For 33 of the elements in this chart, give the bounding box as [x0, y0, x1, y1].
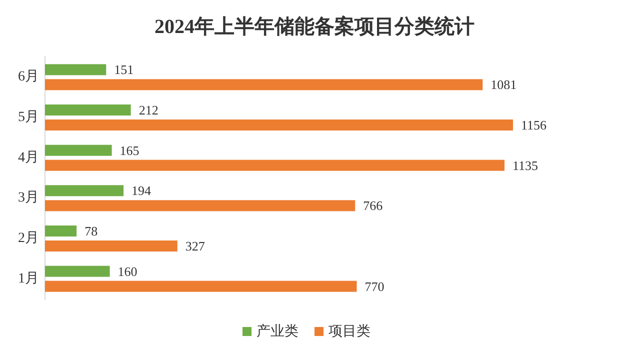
- legend-label: 项目类: [328, 324, 370, 340]
- y-tick-label: 5月: [18, 110, 39, 126]
- data-label: 151: [114, 62, 134, 78]
- y-tick-label: 6月: [18, 70, 39, 85]
- data-label: 160: [118, 264, 138, 279]
- bar: [45, 225, 77, 236]
- bar: [45, 120, 513, 131]
- data-label: 78: [84, 223, 98, 238]
- bar: [45, 64, 106, 76]
- bar: [45, 280, 357, 292]
- chart-title: 2024年上半年储能备案项目分类统计: [154, 15, 474, 38]
- y-tick-label: 4月: [18, 150, 39, 166]
- bar: [45, 104, 131, 116]
- data-label: 212: [138, 102, 158, 118]
- data-label: 194: [132, 183, 152, 198]
- bar: [45, 144, 112, 156]
- y-tick-label: 2月: [18, 230, 39, 246]
- data-label: 770: [364, 278, 384, 294]
- bar: [45, 160, 504, 171]
- bar: [45, 79, 483, 90]
- data-label: 1081: [490, 77, 517, 92]
- data-label: 1156: [521, 118, 548, 133]
- bar: [45, 266, 110, 277]
- data-label: 766: [363, 198, 384, 214]
- data-label: 1135: [512, 158, 538, 173]
- data-label: 327: [185, 238, 206, 254]
- bar: [45, 185, 124, 196]
- data-label: 165: [120, 142, 140, 158]
- y-tick-label: 3月: [18, 190, 39, 206]
- bar: [45, 240, 178, 252]
- bar: [45, 200, 356, 212]
- legend-label: 产业类: [256, 324, 298, 340]
- y-tick-label: 1月: [18, 271, 39, 286]
